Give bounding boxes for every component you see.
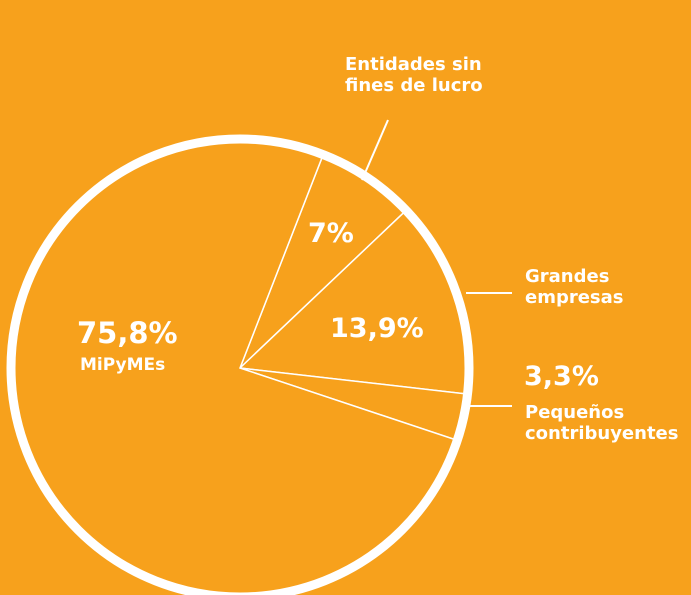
category-label: Grandes empresas (525, 266, 624, 308)
value-label: 75,8% (77, 316, 178, 350)
category-label: Pequeños contribuyentes (525, 402, 679, 444)
pie-ring (6, 134, 474, 595)
category-label: MiPyMEs (80, 355, 166, 375)
value-label: 13,9% (330, 313, 424, 344)
category-label: Entidades sin fines de lucro (345, 54, 483, 96)
value-label: 7% (308, 218, 354, 249)
leader-line (361, 119, 389, 181)
value-label: 3,3% (524, 361, 599, 392)
